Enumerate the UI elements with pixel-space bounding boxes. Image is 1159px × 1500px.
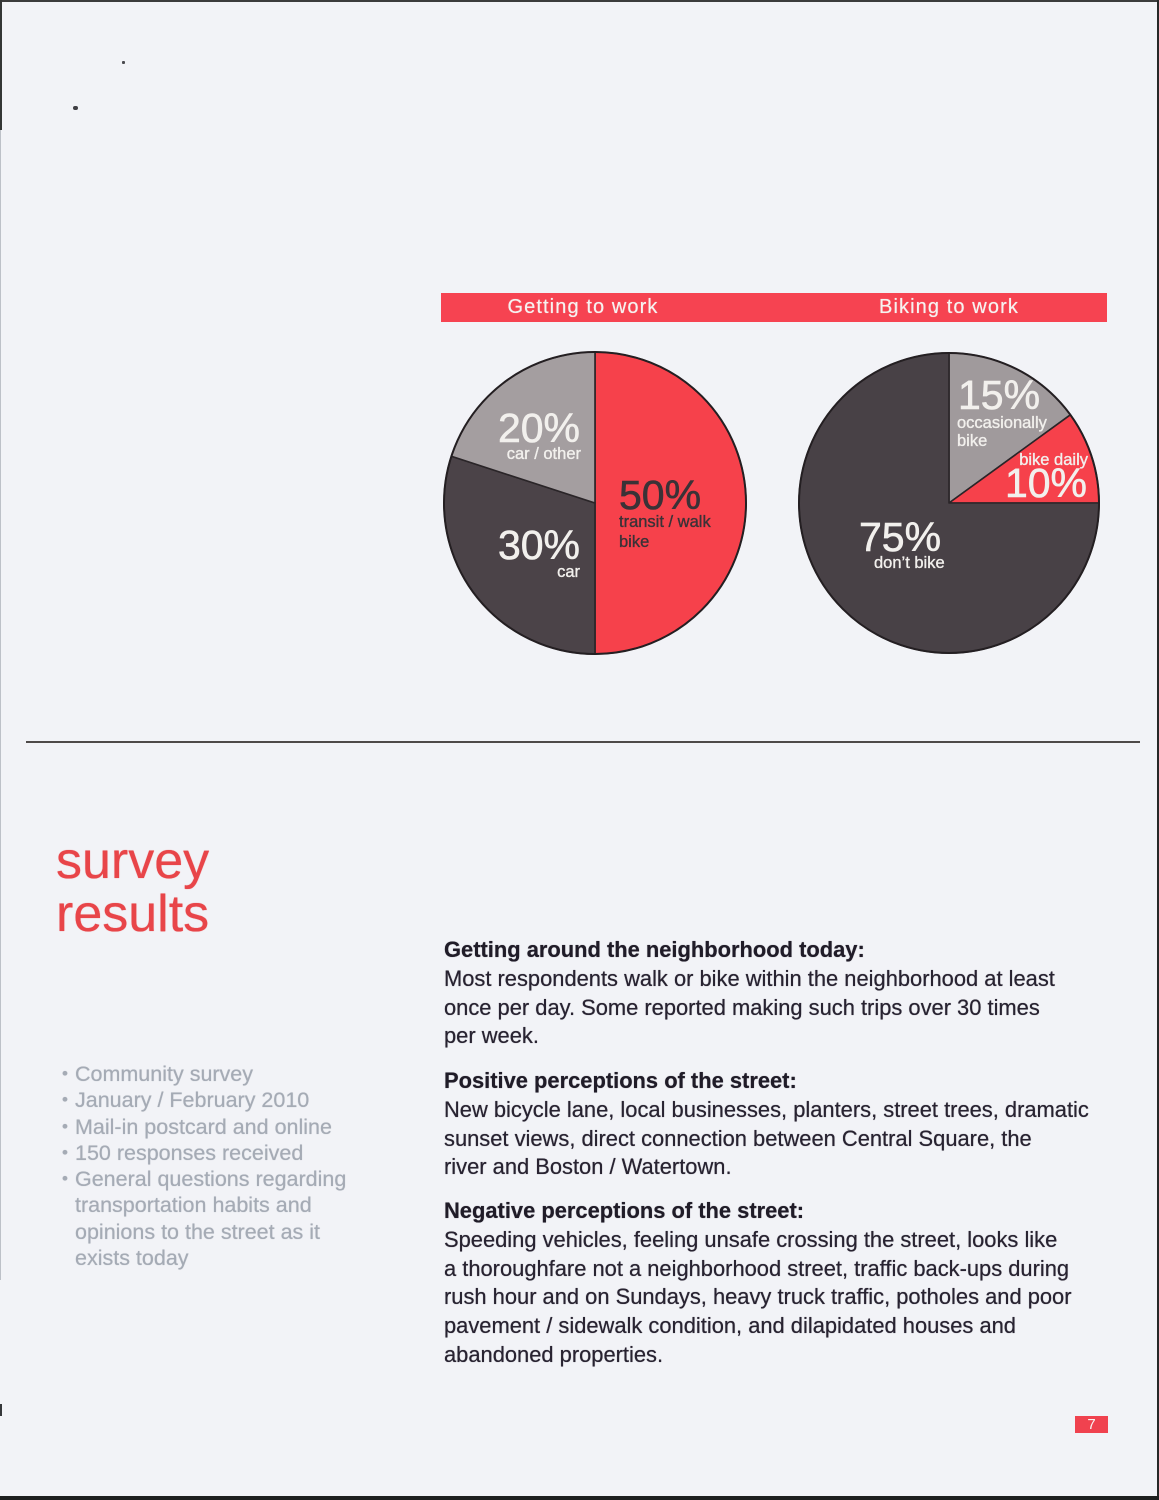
svg-text:30%: 30% — [498, 522, 580, 568]
svg-text:15%: 15% — [958, 372, 1040, 418]
svg-text:transit / walk: transit / walk — [619, 513, 711, 531]
svg-text:don’t bike: don’t bike — [874, 554, 945, 572]
svg-text:10%: 10% — [1005, 460, 1087, 506]
svg-text:75%: 75% — [859, 514, 941, 560]
svg-text:car: car — [557, 563, 580, 581]
svg-text:bike: bike — [619, 533, 649, 551]
svg-text:50%: 50% — [619, 472, 701, 518]
svg-text:car / other: car / other — [507, 445, 582, 463]
svg-text:occasionally: occasionally — [957, 414, 1048, 432]
svg-text:bike daily: bike daily — [1019, 451, 1089, 469]
svg-text:20%: 20% — [498, 405, 580, 451]
svg-text:bike: bike — [957, 432, 987, 450]
